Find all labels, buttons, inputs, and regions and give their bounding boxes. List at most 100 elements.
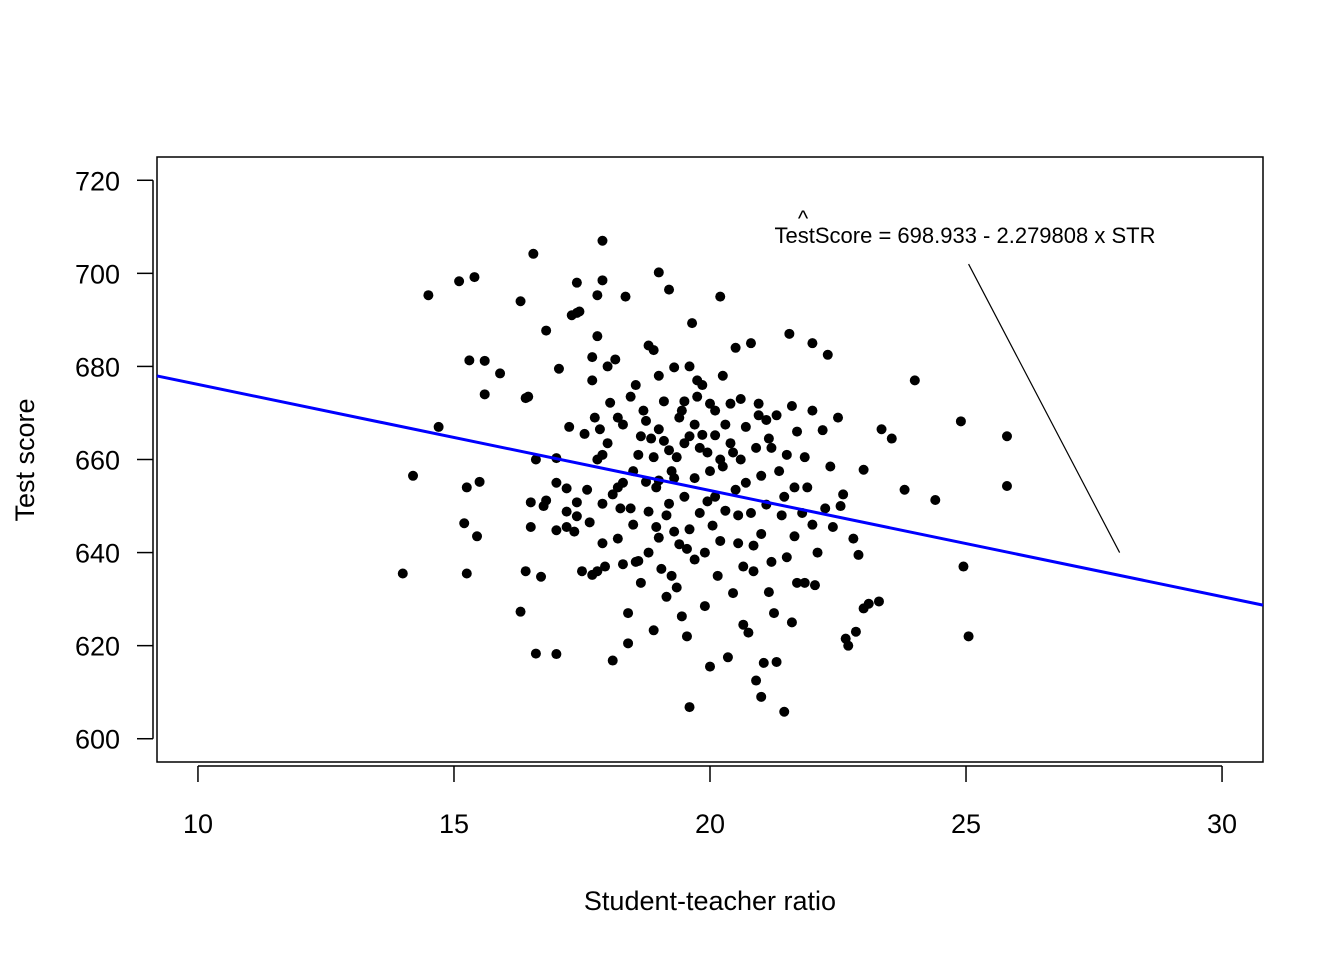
data-point xyxy=(820,503,831,514)
y-tick-label: 680 xyxy=(75,352,120,382)
data-point xyxy=(720,505,731,516)
data-point xyxy=(699,601,710,612)
x-tick-label: 20 xyxy=(695,809,725,839)
data-point xyxy=(751,442,762,453)
data-point xyxy=(684,361,695,372)
data-point xyxy=(564,421,575,432)
data-point xyxy=(843,640,854,651)
data-point xyxy=(748,540,759,551)
data-point xyxy=(728,588,739,599)
data-point xyxy=(722,652,733,663)
data-point xyxy=(873,596,884,607)
data-point xyxy=(710,491,721,502)
data-point xyxy=(863,598,874,609)
data-point xyxy=(766,556,777,567)
data-point xyxy=(454,276,465,287)
data-point xyxy=(792,577,803,588)
data-point xyxy=(658,435,669,446)
data-point xyxy=(592,331,603,342)
data-point xyxy=(809,580,820,591)
data-point xyxy=(745,338,756,349)
data-point xyxy=(799,452,810,463)
data-point xyxy=(469,272,480,283)
data-point xyxy=(579,428,590,439)
data-point xyxy=(689,554,700,565)
data-point xyxy=(725,438,736,449)
data-point xyxy=(653,532,664,543)
data-point xyxy=(930,494,941,505)
data-point xyxy=(551,477,562,488)
data-point xyxy=(735,454,746,465)
data-point xyxy=(561,483,572,494)
data-point xyxy=(561,521,572,532)
data-point xyxy=(699,547,710,558)
data-point xyxy=(571,277,582,288)
data-point xyxy=(628,519,639,530)
data-point xyxy=(761,414,772,425)
data-point xyxy=(530,454,541,465)
data-point xyxy=(756,691,767,702)
data-point xyxy=(676,611,687,622)
y-tick-label: 700 xyxy=(75,259,120,289)
data-point xyxy=(523,391,534,402)
data-point xyxy=(651,482,662,493)
data-point xyxy=(551,649,562,660)
data-point xyxy=(781,449,792,460)
data-point xyxy=(623,638,634,649)
data-point xyxy=(674,539,685,550)
data-point xyxy=(728,447,739,458)
data-point xyxy=(635,577,646,588)
data-point xyxy=(681,543,692,554)
data-point xyxy=(607,489,618,500)
data-point xyxy=(671,452,682,463)
data-point xyxy=(607,655,618,666)
data-point xyxy=(536,571,547,582)
data-point xyxy=(955,416,966,427)
data-point xyxy=(779,706,790,717)
data-point xyxy=(592,566,603,577)
x-tick-label: 15 xyxy=(439,809,469,839)
data-point xyxy=(753,410,764,421)
x-axis-label: Student-teacher ratio xyxy=(584,886,836,916)
data-point xyxy=(725,398,736,409)
data-point xyxy=(776,510,787,521)
data-point xyxy=(687,318,698,329)
x-tick-label: 30 xyxy=(1207,809,1237,839)
data-point xyxy=(464,355,475,366)
data-point xyxy=(679,491,690,502)
data-point xyxy=(748,566,759,577)
data-point xyxy=(779,491,790,502)
data-point xyxy=(710,405,721,416)
data-point xyxy=(827,521,838,532)
regression-line xyxy=(156,374,1264,607)
data-point xyxy=(689,473,700,484)
data-point xyxy=(597,449,608,460)
data-point xyxy=(635,431,646,442)
data-point xyxy=(774,466,785,477)
data-point xyxy=(963,631,974,642)
data-point xyxy=(835,501,846,512)
data-point xyxy=(423,290,434,301)
y-tick-label: 620 xyxy=(75,632,120,662)
annotation-pointer-line xyxy=(968,263,1121,553)
data-point xyxy=(771,410,782,421)
data-point xyxy=(594,424,605,435)
data-point xyxy=(479,389,490,400)
data-point xyxy=(825,461,836,472)
data-point xyxy=(530,648,541,659)
data-point xyxy=(802,482,813,493)
data-point xyxy=(669,362,680,373)
y-tick-label: 660 xyxy=(75,446,120,476)
data-point xyxy=(666,570,677,581)
data-point xyxy=(679,396,690,407)
data-point xyxy=(615,503,626,514)
data-point xyxy=(848,533,859,544)
data-point xyxy=(669,526,680,537)
data-point xyxy=(738,561,749,572)
data-point xyxy=(763,587,774,598)
data-point xyxy=(653,267,664,278)
data-point xyxy=(705,661,715,672)
data-point xyxy=(525,497,536,508)
data-point xyxy=(605,397,616,408)
data-point xyxy=(528,248,539,259)
